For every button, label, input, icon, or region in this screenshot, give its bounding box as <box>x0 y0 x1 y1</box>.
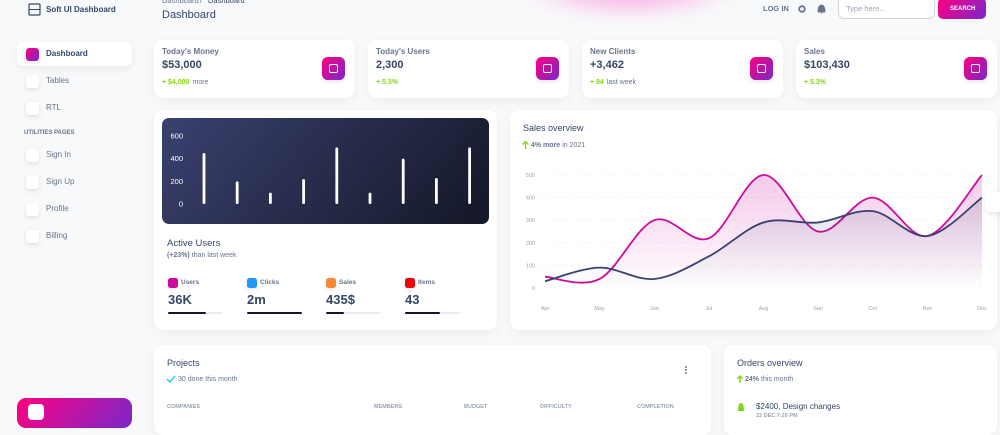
stat-glyph <box>971 64 980 73</box>
metric-progress-fill <box>405 312 440 314</box>
stat-glyph <box>329 64 338 73</box>
metric-icon <box>168 278 178 288</box>
brand-name: Soft UI Dashboard <box>46 5 116 14</box>
stat-label: Today's Money <box>162 47 219 56</box>
page: { "sidebar": { "brand": "Soft UI Dashboa… <box>17 0 1000 428</box>
card-title: Projects <box>167 358 200 368</box>
column-header: COMPLETION <box>637 404 674 410</box>
stat-card <box>582 40 783 98</box>
card-title: Orders overview <box>737 358 803 368</box>
settings-tab[interactable] <box>985 192 1000 212</box>
metric-progress-fill <box>326 312 344 314</box>
nav-icon[interactable] <box>26 48 39 61</box>
stat-icon <box>536 57 559 80</box>
breadcrumb: Dashboard <box>208 0 245 5</box>
help-card-icon <box>28 404 44 420</box>
nav-icon[interactable] <box>26 102 39 115</box>
metric-icon <box>405 278 415 288</box>
nav-icon[interactable] <box>26 149 39 162</box>
metric-value: 36K <box>168 292 192 307</box>
column-header: MEMBERS <box>374 404 403 410</box>
card-subtitle: than last week <box>191 252 237 259</box>
settings-icon <box>798 5 806 13</box>
metric-progress-fill <box>168 312 206 314</box>
search-button-label[interactable]: SEARCH <box>950 6 976 12</box>
menu-dot[interactable] <box>685 369 687 371</box>
stat-icon <box>322 57 345 80</box>
metric-label: Clicks <box>260 279 280 286</box>
card-title: Active Users <box>167 238 221 249</box>
nav-icon[interactable] <box>26 75 39 88</box>
notification-icon <box>817 4 826 14</box>
stat-note: more <box>192 79 209 86</box>
metric-icon <box>326 278 336 288</box>
stat-change: + 5.3% <box>804 79 826 86</box>
card-subtitle: this month <box>761 376 794 383</box>
header-glow <box>520 0 740 20</box>
stat-value: $103,430 <box>804 59 850 71</box>
brand-logo <box>28 3 41 16</box>
column-header: BUDGET <box>464 404 488 410</box>
login-link[interactable]: LOG IN <box>763 4 789 13</box>
metric-label: Items <box>418 279 435 286</box>
stat-value: +3,462 <box>590 59 624 71</box>
stat-icon <box>750 57 773 80</box>
nav-icon[interactable] <box>26 203 39 216</box>
metric-icon <box>247 278 257 288</box>
stat-glyph <box>543 64 552 73</box>
breadcrumb-separator: / <box>200 0 203 5</box>
search-placeholder: Type here... <box>846 4 886 13</box>
stat-label: Sales <box>804 47 825 56</box>
card-change: 4% more <box>531 142 561 149</box>
order-title: $2400, Design changes <box>756 402 841 411</box>
projects-card <box>154 345 711 435</box>
stat-value: $53,000 <box>162 59 202 71</box>
stat-glyph <box>757 64 766 73</box>
stat-change: + 94 <box>590 79 604 86</box>
breadcrumb: Dashboard <box>162 0 199 5</box>
menu-dot[interactable] <box>685 372 687 374</box>
card-change: 24% <box>745 376 760 383</box>
metric-value: 43 <box>405 292 420 307</box>
column-header: DIFFICULTY <box>540 404 572 410</box>
stat-change: + $4,000 <box>162 79 190 86</box>
nav-section-label: UTILITIES PAGES <box>24 130 75 136</box>
stat-icon <box>964 57 987 80</box>
metric-progress-fill <box>247 312 302 314</box>
page-title: Dashboard <box>162 9 216 21</box>
menu-dot[interactable] <box>685 366 687 368</box>
nav-label[interactable]: RTL <box>46 103 61 112</box>
nav-label[interactable]: Dashboard <box>46 49 88 58</box>
metric-value: 435$ <box>326 292 355 307</box>
stat-card <box>796 40 997 98</box>
search-input[interactable] <box>838 0 935 19</box>
metric-label: Users <box>181 279 200 286</box>
card-subtitle: 30 done this month <box>178 376 238 383</box>
stat-card <box>154 40 355 98</box>
stat-note: last week <box>606 79 637 86</box>
card-change: (+23%) <box>167 252 190 259</box>
dashboard: Soft UI Dashboard Dashboard Tables RTL UTILI… <box>17 0 1000 428</box>
column-header: COMPANIES <box>167 404 200 410</box>
metric-progress <box>326 312 381 314</box>
order-date: 22 DEC 7:20 PM <box>756 413 798 419</box>
stat-value: 2,300 <box>376 59 404 71</box>
bar-chart-bg <box>162 118 489 224</box>
stat-label: Today's Users <box>376 47 430 56</box>
nav-label[interactable]: Billing <box>46 231 68 240</box>
stat-card <box>368 40 569 98</box>
card-subtitle: in 2021 <box>562 142 586 149</box>
nav-icon[interactable] <box>26 176 39 189</box>
card-title: Sales overview <box>523 123 584 133</box>
nav-label[interactable]: Tables <box>46 76 70 85</box>
nav-icon[interactable] <box>26 230 39 243</box>
nav-label[interactable]: Sign Up <box>46 177 75 186</box>
stat-label: New Clients <box>590 47 636 56</box>
metric-value: 2m <box>247 292 266 307</box>
nav-label[interactable]: Sign In <box>46 150 71 159</box>
stat-change: + 5.3% <box>376 79 398 86</box>
nav-label[interactable]: Profile <box>46 204 69 213</box>
search-button[interactable] <box>938 0 986 19</box>
metric-label: Sales <box>339 279 356 286</box>
